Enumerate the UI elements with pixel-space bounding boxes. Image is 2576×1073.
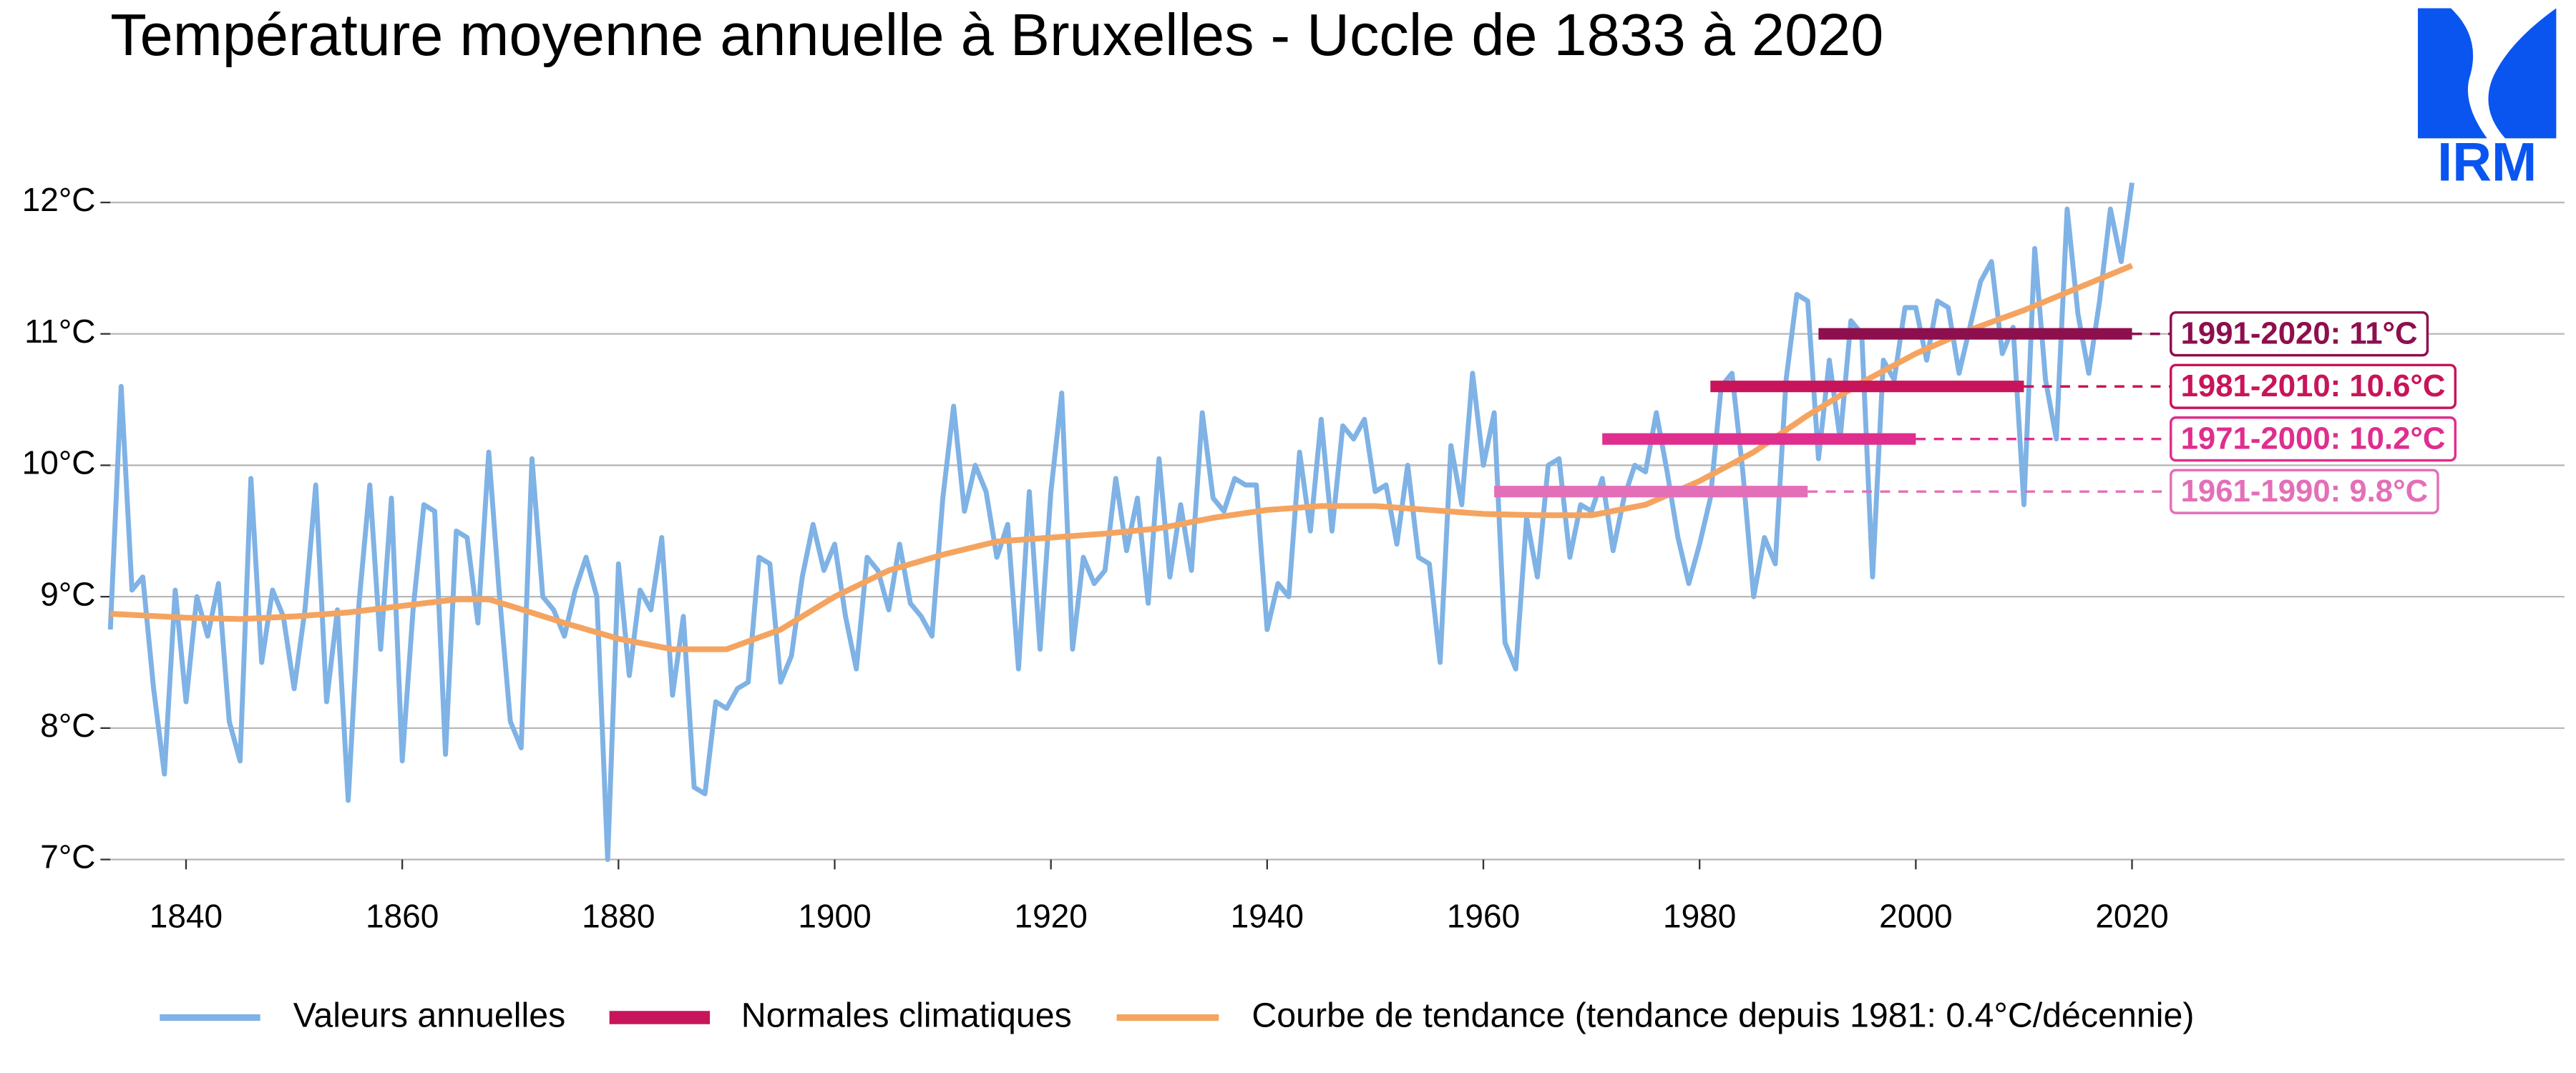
x-tick-label: 2000 [1879, 898, 1952, 935]
x-tick-label: 1860 [366, 898, 439, 935]
x-tick-label: 1920 [1014, 898, 1087, 935]
y-tick-label: 11°C [24, 313, 95, 350]
y-tick-label: 12°C [22, 181, 96, 218]
y-tick-label: 8°C [40, 707, 95, 744]
logo-text: IRM [2437, 132, 2537, 193]
logo-shape [2418, 8, 2487, 139]
y-tick-label: 9°C [40, 575, 95, 612]
x-tick-label: 1980 [1663, 898, 1736, 935]
logo: IRM [2418, 8, 2557, 193]
x-tick-label: 2020 [2095, 898, 2168, 935]
normal-label-box [2170, 416, 2457, 462]
normal-label: 1981-2010: 10.6°C [2181, 368, 2446, 403]
x-tick-label: 1840 [150, 898, 223, 935]
normal-label-box [2170, 469, 2439, 514]
normal-label-box [2170, 363, 2457, 409]
legend-label: Courbe de tendance (tendance depuis 1981… [1252, 996, 2194, 1034]
annual-line [107, 182, 2135, 862]
normal-label: 1971-2000: 10.2°C [2181, 421, 2446, 456]
legend-label: Valeurs annuelles [293, 996, 566, 1034]
normal-label-box [2170, 311, 2429, 357]
x-tick-label: 1880 [582, 898, 655, 935]
chart-title: Température moyenne annuelle à Bruxelles… [110, 1, 1883, 68]
x-tick-label: 1900 [798, 898, 871, 935]
y-tick-label: 10°C [22, 444, 96, 481]
normal-label: 1961-1990: 9.8°C [2181, 474, 2429, 509]
x-tick-label: 1940 [1231, 898, 1304, 935]
x-tick-label: 1960 [1447, 898, 1520, 935]
logo-shape [2488, 8, 2557, 139]
normal-label: 1991-2020: 11°C [2181, 316, 2418, 351]
y-tick-label: 7°C [40, 838, 95, 876]
legend-label: Normales climatiques [741, 996, 1072, 1034]
trend-line [110, 263, 2134, 652]
